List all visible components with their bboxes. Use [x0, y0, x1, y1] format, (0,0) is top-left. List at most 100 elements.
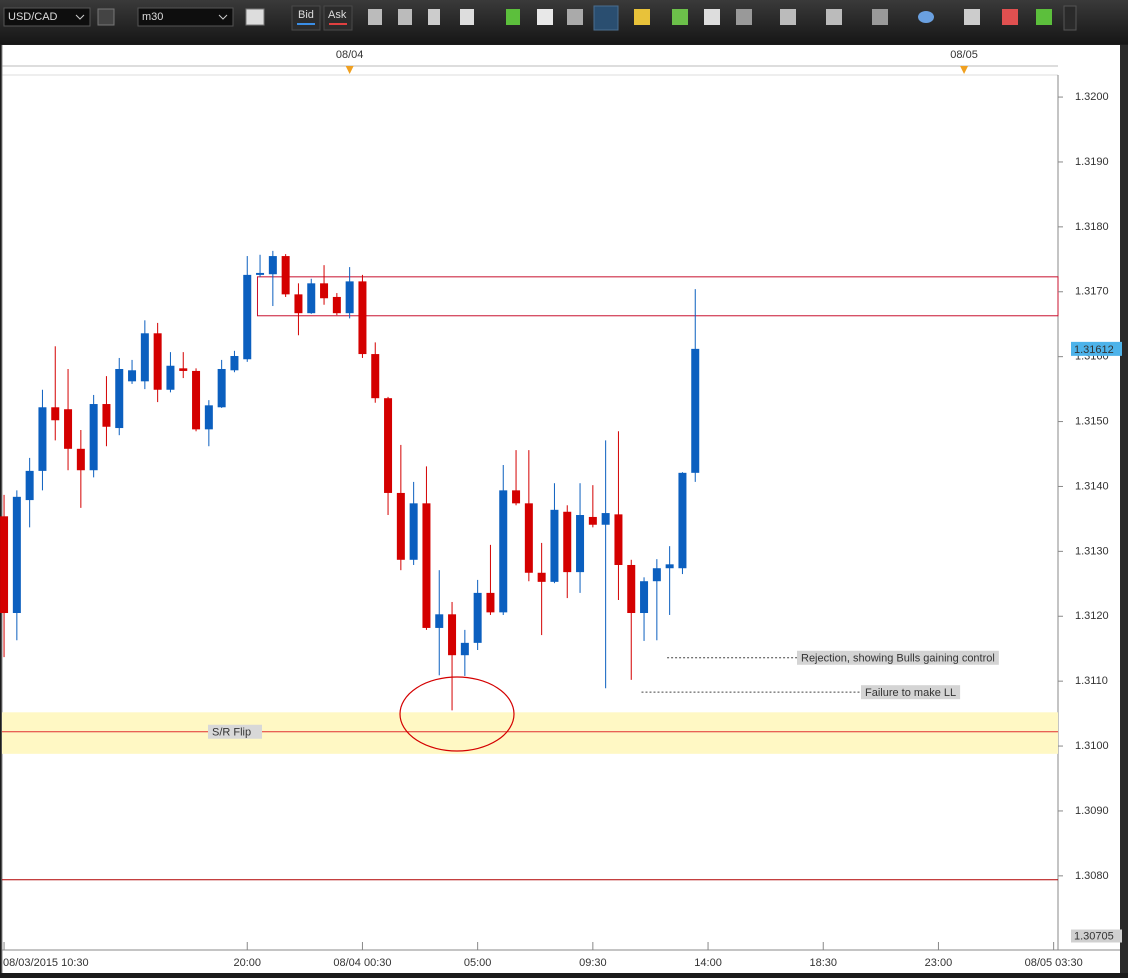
- candle-body: [358, 281, 367, 355]
- candle-body: [217, 368, 226, 408]
- chart-type-button[interactable]: [245, 8, 265, 26]
- x-tick-label: 18:30: [809, 957, 837, 969]
- candle-body: [460, 642, 469, 656]
- sr-label: S/R Flip: [212, 727, 251, 739]
- candle-body: [409, 503, 418, 560]
- candle-body: [435, 614, 444, 628]
- candle-body: [396, 492, 405, 560]
- candle-body: [563, 511, 572, 573]
- tool-icon[interactable]: [872, 9, 888, 25]
- symbol: USD/CAD: [8, 11, 58, 23]
- y-tick-label: 1.3190: [1075, 156, 1109, 168]
- last-price: 1.31612: [1074, 344, 1114, 356]
- y-tick-label: 1.3110: [1075, 675, 1108, 687]
- candle-body: [320, 283, 329, 299]
- candle-body: [230, 356, 239, 371]
- tool-icon[interactable]: [1002, 9, 1018, 25]
- candle-body: [179, 368, 188, 371]
- candle-body: [25, 470, 34, 501]
- x-tick-label: 14:00: [694, 957, 722, 969]
- tool-icon[interactable]: [964, 9, 980, 25]
- y-tick-label: 1.3130: [1075, 545, 1109, 557]
- bid-button[interactable]: [291, 5, 321, 31]
- candle-body: [384, 398, 393, 493]
- tool-icon[interactable]: [398, 9, 412, 25]
- dropdown-arrow: [218, 14, 228, 20]
- annotation-text: Rejection, showing Bulls gaining control: [801, 653, 995, 665]
- candle-body: [473, 592, 482, 643]
- candle-body: [524, 503, 533, 573]
- timeframe-select[interactable]: [137, 7, 234, 27]
- candle-body: [204, 405, 213, 430]
- x-tick-label: 08/03/2015 10:30: [3, 957, 89, 969]
- tool-icon[interactable]: [368, 9, 382, 25]
- candle-body: [38, 407, 47, 471]
- candle-body: [678, 472, 687, 569]
- candle-body: [640, 581, 649, 614]
- x-tick-label: 05:00: [464, 957, 492, 969]
- y-tick-label: 1.3170: [1075, 286, 1109, 298]
- x-tick-label: 09:30: [579, 957, 607, 969]
- tool-icons: [368, 5, 1077, 31]
- candle-body: [140, 333, 149, 382]
- candle-body: [448, 614, 457, 656]
- bid-label: Bid: [298, 9, 314, 21]
- tool-icon[interactable]: [428, 9, 440, 25]
- candle-body: [281, 256, 290, 295]
- y-tick-label: 1.3120: [1075, 610, 1109, 622]
- ask-underline: [329, 23, 347, 25]
- candle-body: [512, 490, 521, 504]
- candle-body: [89, 404, 98, 471]
- tool-icon[interactable]: [567, 9, 583, 25]
- candle-body: [102, 404, 111, 427]
- y-tick-label: 1.3090: [1075, 805, 1109, 817]
- candle-body: [550, 509, 559, 582]
- dropdown-arrow: [75, 14, 85, 20]
- candle-body: [268, 256, 277, 275]
- candle-body: [256, 272, 265, 275]
- timeframe: m30: [142, 11, 163, 23]
- tool-icon[interactable]: [506, 9, 520, 25]
- candle-body: [345, 281, 354, 314]
- y-tick-label: 1.3140: [1075, 480, 1109, 492]
- link-button[interactable]: [97, 8, 115, 26]
- y-tick-label: 1.3200: [1075, 91, 1109, 103]
- tool-icon[interactable]: [826, 9, 842, 25]
- y-tick-label: 1.3100: [1075, 740, 1109, 752]
- y-tick-label: 1.3180: [1075, 221, 1109, 233]
- tool-icon[interactable]: [704, 9, 720, 25]
- tool-icon[interactable]: [736, 9, 752, 25]
- date-label: 08/05: [950, 49, 978, 61]
- tool-icon[interactable]: [634, 9, 650, 25]
- tool-icon[interactable]: [1036, 9, 1052, 25]
- sr-label-bg: [208, 724, 262, 739]
- candle-body: [627, 564, 636, 614]
- tool-icon[interactable]: [460, 9, 474, 25]
- candle-body: [51, 407, 60, 421]
- x-tick-label: 08/05 03:30: [1025, 957, 1083, 969]
- x-tick-label: 23:00: [925, 957, 953, 969]
- candle-body: [614, 514, 623, 565]
- tool-icon[interactable]: [780, 9, 796, 25]
- date-label: 08/04: [336, 49, 364, 61]
- candle-body: [243, 274, 252, 360]
- toolbar-overflow[interactable]: [1063, 5, 1077, 31]
- tool-icon[interactable]: [672, 9, 688, 25]
- resistance-box: [256, 276, 1059, 317]
- ask-button[interactable]: [323, 5, 353, 31]
- tool-icon[interactable]: [593, 5, 619, 31]
- low-price-bg: [1071, 929, 1122, 943]
- bid-underline: [297, 23, 315, 25]
- sr-zone: [2, 712, 1058, 754]
- candle-body: [115, 368, 124, 429]
- candle-body: [76, 448, 85, 471]
- ask-label: Ask: [328, 9, 347, 21]
- tool-icon[interactable]: [918, 11, 934, 23]
- symbol-select[interactable]: [3, 7, 91, 27]
- annotation-bg: [861, 685, 961, 700]
- candle-body: [12, 496, 21, 614]
- candle-body: [665, 564, 674, 569]
- tool-icon[interactable]: [537, 9, 553, 25]
- candle-body: [332, 296, 341, 314]
